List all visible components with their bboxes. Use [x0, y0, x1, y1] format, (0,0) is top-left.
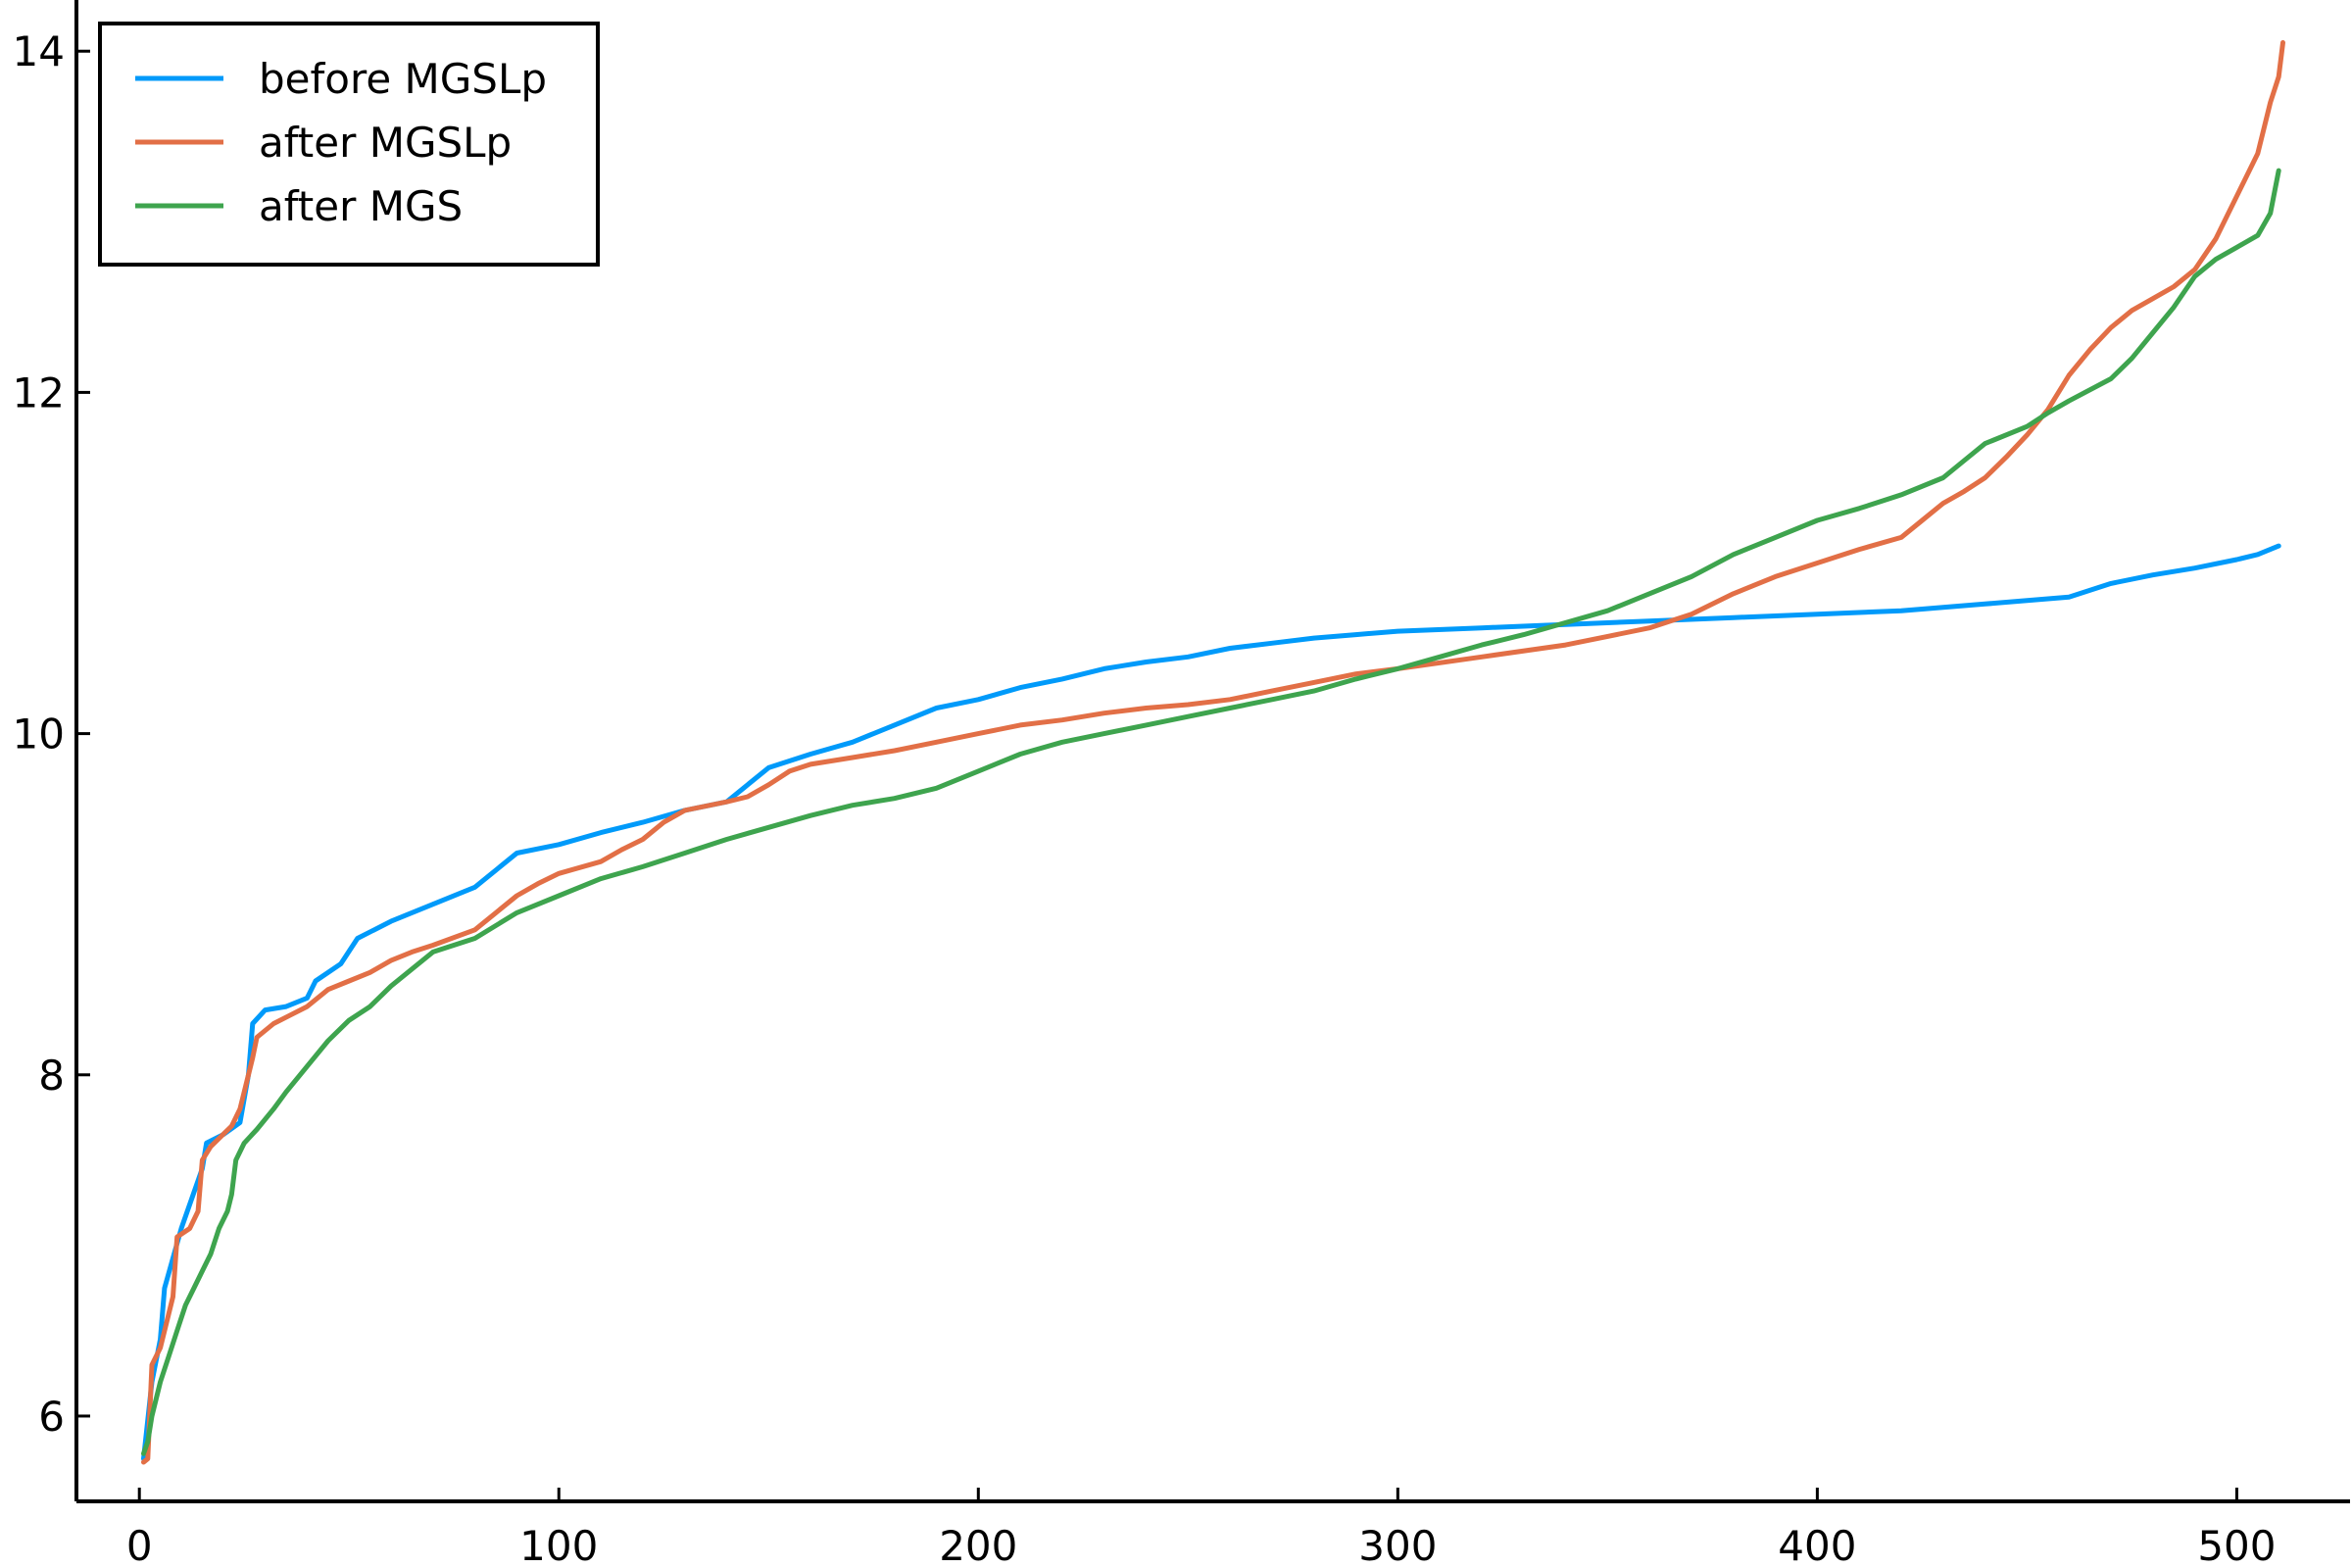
x-tick-label: 400: [1778, 1522, 1856, 1568]
legend-label: after MGSLp: [259, 119, 512, 167]
series-layer: [141, 40, 2285, 1465]
y-tick-label: 8: [38, 1052, 65, 1100]
x-tick-label: 300: [1358, 1522, 1437, 1568]
y-tick-label: 14: [13, 27, 65, 75]
x-tick-label: 100: [519, 1522, 598, 1568]
x-tick-label: 0: [126, 1522, 153, 1568]
series-line-2: [141, 40, 2285, 1465]
y-tick-label: 10: [13, 710, 65, 759]
legend-label: after MGS: [259, 182, 463, 230]
series-line-3: [141, 168, 2281, 1456]
x-tick-label: 500: [2197, 1522, 2276, 1568]
x-tick-label: 200: [939, 1522, 1017, 1568]
legend: before MGSLp after MGSLp after MGS: [98, 22, 600, 267]
legend-label: before MGSLp: [259, 55, 547, 103]
x-axis-ticks: 0 100 200 300 400 500: [126, 1488, 2277, 1568]
y-axis-ticks: 6 8 10 12 14: [13, 27, 90, 1441]
y-tick-label: 12: [13, 368, 65, 416]
series-line-1: [141, 543, 2281, 1461]
y-tick-label: 6: [38, 1393, 65, 1441]
